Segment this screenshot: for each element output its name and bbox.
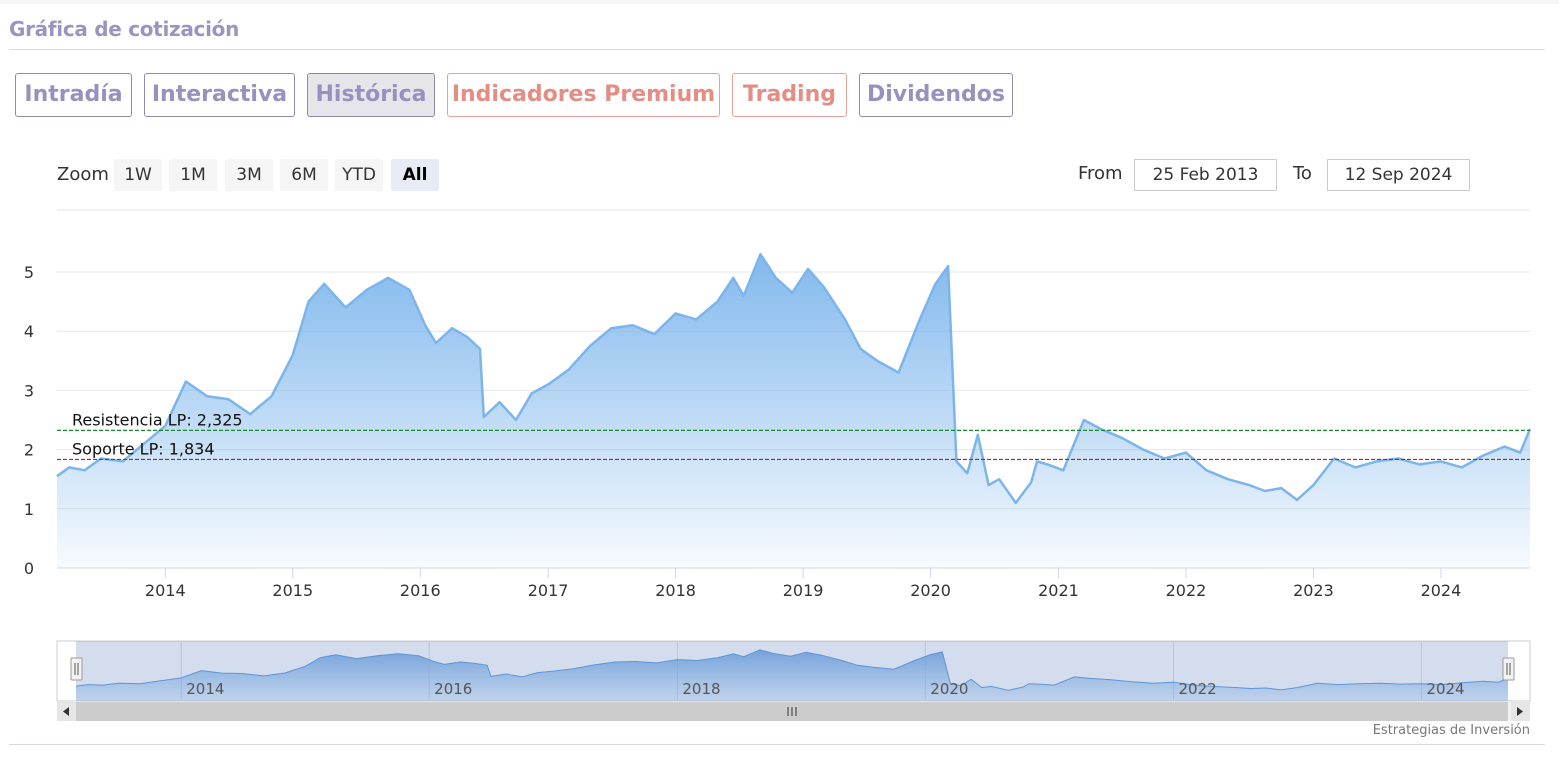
navigator-tick-label: 2022 bbox=[1179, 680, 1217, 698]
top-fade bbox=[0, 0, 1559, 4]
y-tick-label: 1 bbox=[24, 500, 34, 519]
zoom-6m-button[interactable]: 6M bbox=[280, 159, 328, 191]
navigator-tick-label: 2016 bbox=[434, 680, 472, 698]
x-tick-label: 2017 bbox=[528, 581, 569, 600]
arrow-right-icon bbox=[1517, 707, 1523, 716]
from-date-input[interactable]: 25 Feb 2013 bbox=[1134, 159, 1277, 191]
scroll-right-button[interactable] bbox=[1511, 702, 1530, 721]
zoom-1m-button[interactable]: 1M bbox=[169, 159, 217, 191]
arrow-left-icon bbox=[63, 707, 69, 716]
tab-dividendos[interactable]: Dividendos bbox=[859, 73, 1013, 117]
x-tick-label: 2021 bbox=[1038, 581, 1079, 600]
from-label: From bbox=[1078, 163, 1123, 184]
navigator-line bbox=[75, 649, 1509, 691]
tab-intradia[interactable]: Intradía bbox=[15, 73, 132, 117]
price-area-fill bbox=[57, 254, 1530, 568]
bottom-divider bbox=[9, 744, 1545, 745]
scroll-left-button[interactable] bbox=[57, 702, 76, 721]
tab-historica[interactable]: Histórica bbox=[307, 73, 435, 117]
x-tick-label: 2024 bbox=[1421, 581, 1462, 600]
x-tick-label: 2018 bbox=[655, 581, 696, 600]
y-tick-label: 4 bbox=[24, 322, 34, 341]
x-tick-label: 2014 bbox=[145, 581, 186, 600]
zoom-1w-button[interactable]: 1W bbox=[114, 159, 162, 191]
navigator-area bbox=[76, 649, 1508, 701]
y-tick-label: 2 bbox=[24, 441, 34, 460]
resistance-label: Resistencia LP: 2,325 bbox=[72, 410, 243, 429]
x-tick-label: 2023 bbox=[1293, 581, 1334, 600]
navigator-tick-label: 2020 bbox=[930, 680, 968, 698]
navigator-right-handle[interactable] bbox=[1502, 657, 1515, 681]
tab-trading[interactable]: Trading bbox=[732, 73, 847, 117]
zoom-ytd-button[interactable]: YTD bbox=[335, 159, 383, 191]
section-title: Gráfica de cotización bbox=[9, 17, 240, 41]
tab-interactiva[interactable]: Interactiva bbox=[144, 73, 295, 117]
to-date-input[interactable]: 12 Sep 2024 bbox=[1327, 159, 1470, 191]
navigator-tick-label: 2018 bbox=[682, 680, 720, 698]
x-tick-label: 2015 bbox=[272, 581, 313, 600]
y-tick-label: 0 bbox=[24, 559, 34, 578]
price-series-line[interactable] bbox=[56, 252, 1532, 505]
x-tick-label: 2016 bbox=[400, 581, 441, 600]
zoom-3m-button[interactable]: 3M bbox=[225, 159, 273, 191]
x-tick-label: 2019 bbox=[783, 581, 824, 600]
navigator-left-handle[interactable] bbox=[70, 657, 83, 681]
y-tick-label: 3 bbox=[24, 381, 34, 400]
zoom-label: Zoom bbox=[57, 164, 109, 185]
support-label: Soporte LP: 1,834 bbox=[72, 439, 215, 458]
x-tick-label: 2022 bbox=[1166, 581, 1207, 600]
zoom-all-button[interactable]: All bbox=[391, 159, 439, 191]
navigator-tick-label: 2024 bbox=[1426, 680, 1464, 698]
tab-indicadores-premium[interactable]: Indicadores Premium bbox=[447, 73, 720, 117]
x-tick-label: 2020 bbox=[910, 581, 951, 600]
navigator-tick-label: 2014 bbox=[186, 680, 224, 698]
y-tick-label: 5 bbox=[24, 263, 34, 282]
chart-credits[interactable]: Estrategias de Inversión bbox=[1372, 723, 1530, 738]
title-divider bbox=[9, 49, 1545, 50]
navigator-selection-mask[interactable] bbox=[76, 641, 1508, 701]
scrollbar-grip-icon bbox=[787, 707, 797, 716]
to-label: To bbox=[1293, 163, 1312, 184]
